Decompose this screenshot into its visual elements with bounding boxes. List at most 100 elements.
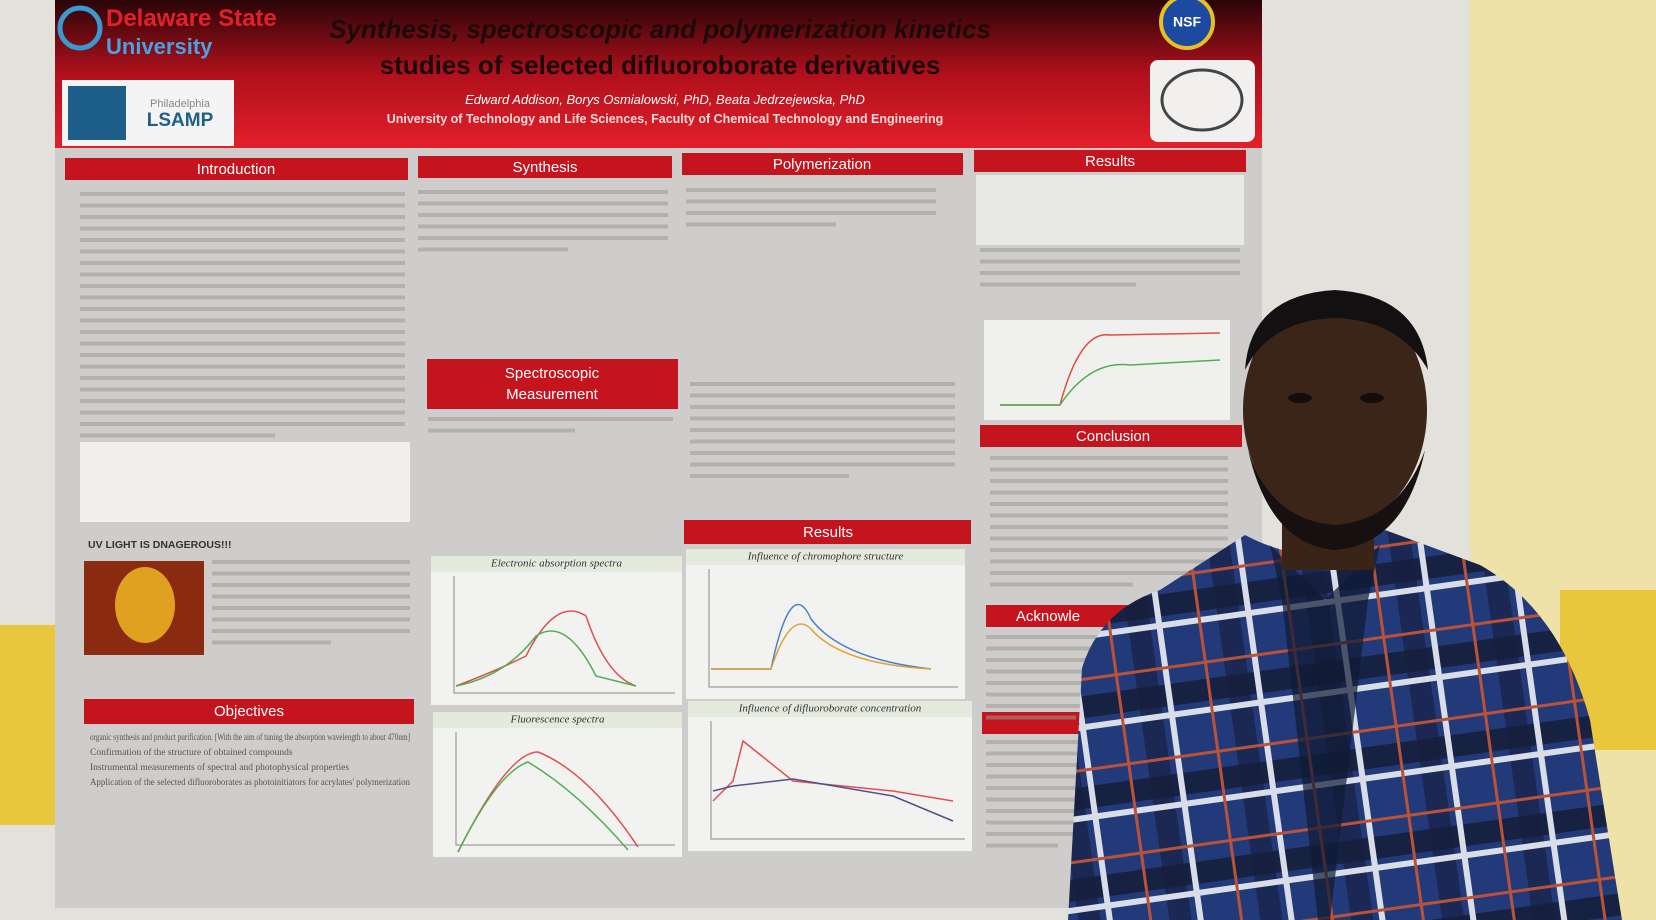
beard — [1248, 450, 1425, 550]
text-line — [212, 594, 410, 599]
text-line — [686, 188, 936, 192]
text-line — [418, 247, 568, 252]
text-line — [686, 199, 936, 204]
uv-photo-detail — [115, 567, 175, 643]
chart-plot — [455, 732, 675, 853]
text-line — [690, 474, 849, 478]
curve — [711, 623, 932, 670]
section-headers: Introduction Synthesis Polymerization Re… — [65, 150, 1246, 734]
text-line — [986, 843, 1058, 848]
curve — [712, 739, 954, 802]
text-line — [990, 548, 1228, 552]
text-line — [986, 774, 1106, 779]
text-line — [986, 786, 1106, 790]
text-line — [80, 238, 405, 242]
text-line — [686, 211, 936, 215]
text-line — [80, 399, 405, 403]
section-bar — [84, 699, 414, 724]
text-line — [418, 224, 668, 229]
text-line — [212, 617, 410, 622]
section-bar — [980, 425, 1242, 447]
head — [1243, 292, 1427, 528]
curve — [455, 630, 637, 687]
text-line — [986, 763, 1106, 767]
text-line — [986, 820, 1106, 825]
chart-panel — [686, 551, 965, 699]
section-heading: Spectroscopic — [505, 365, 600, 382]
section-heading: Objectives — [214, 703, 284, 720]
text-line — [986, 646, 1136, 651]
text-line — [690, 462, 955, 467]
poster-header — [55, 0, 1262, 148]
yellow-stripe — [0, 625, 60, 825]
text-line — [990, 525, 1228, 529]
text-line — [986, 658, 1136, 662]
section-heading: Results — [803, 524, 853, 541]
section-heading: Measurement — [506, 386, 599, 403]
text-line — [418, 201, 668, 206]
text-line — [212, 629, 410, 633]
mechanism-figure — [976, 175, 1244, 245]
text-line — [980, 282, 1136, 287]
axes — [455, 732, 675, 846]
section-bar — [418, 156, 672, 178]
body-text — [80, 188, 1240, 848]
text-line — [690, 405, 955, 409]
section-bar — [427, 359, 678, 409]
text-line — [690, 416, 955, 421]
text-line — [80, 410, 405, 415]
chart-plot — [710, 721, 965, 840]
text-line — [980, 259, 1240, 264]
objective-item: organic synthesis and product purificati… — [90, 732, 410, 743]
text-line — [990, 536, 1228, 541]
text-line — [986, 704, 1136, 708]
text-line — [690, 451, 955, 455]
section-bar — [682, 153, 963, 175]
program-name: Philadelphia — [150, 98, 211, 110]
chart-panel — [688, 703, 972, 851]
text-line — [212, 583, 410, 587]
curve — [711, 604, 932, 670]
text-line — [212, 571, 410, 576]
structures-figure — [80, 442, 410, 522]
text-line — [212, 606, 410, 610]
eye — [1288, 393, 1312, 403]
chart-panel — [433, 714, 682, 857]
text-line — [990, 456, 1228, 460]
section-heading: Polymerization — [773, 156, 871, 173]
text-line — [990, 513, 1228, 518]
text-line — [690, 428, 955, 432]
text-line — [80, 203, 405, 208]
text-line — [986, 715, 1076, 720]
kinetics-figure — [984, 320, 1230, 420]
text-line — [80, 341, 405, 346]
text-line — [80, 376, 405, 380]
text-line — [212, 640, 331, 645]
text-line — [80, 387, 405, 392]
chart-plot — [708, 569, 958, 688]
objective-item: Application of the selected difluorobora… — [90, 777, 410, 788]
section-heading: Synthesis — [512, 159, 577, 176]
chart-title: Electronic absorption spectra — [490, 558, 622, 570]
text-line — [418, 190, 668, 194]
person — [1068, 290, 1622, 920]
chart-title-bar — [688, 701, 972, 717]
kinetics-curve — [1000, 359, 1221, 406]
objective-item: Confirmation of the structure of obtaine… — [90, 747, 293, 758]
text-line — [80, 226, 405, 231]
nsf-logo — [1159, 0, 1215, 50]
curve — [455, 610, 637, 687]
text-line — [986, 809, 1106, 813]
section-heading: Acknowle — [1016, 608, 1080, 625]
text-line — [80, 422, 405, 426]
university-name: Delaware State — [106, 5, 277, 32]
text-line — [690, 393, 955, 398]
text-line — [986, 669, 1136, 674]
text-line — [980, 271, 1240, 275]
text-line — [986, 740, 1106, 744]
text-line — [980, 248, 1240, 252]
text-line — [80, 330, 405, 334]
section-heading: Conclusion — [1076, 428, 1150, 445]
poster-title: Synthesis, spectroscopic and polymerizat… — [329, 14, 991, 44]
text-line — [428, 417, 673, 421]
